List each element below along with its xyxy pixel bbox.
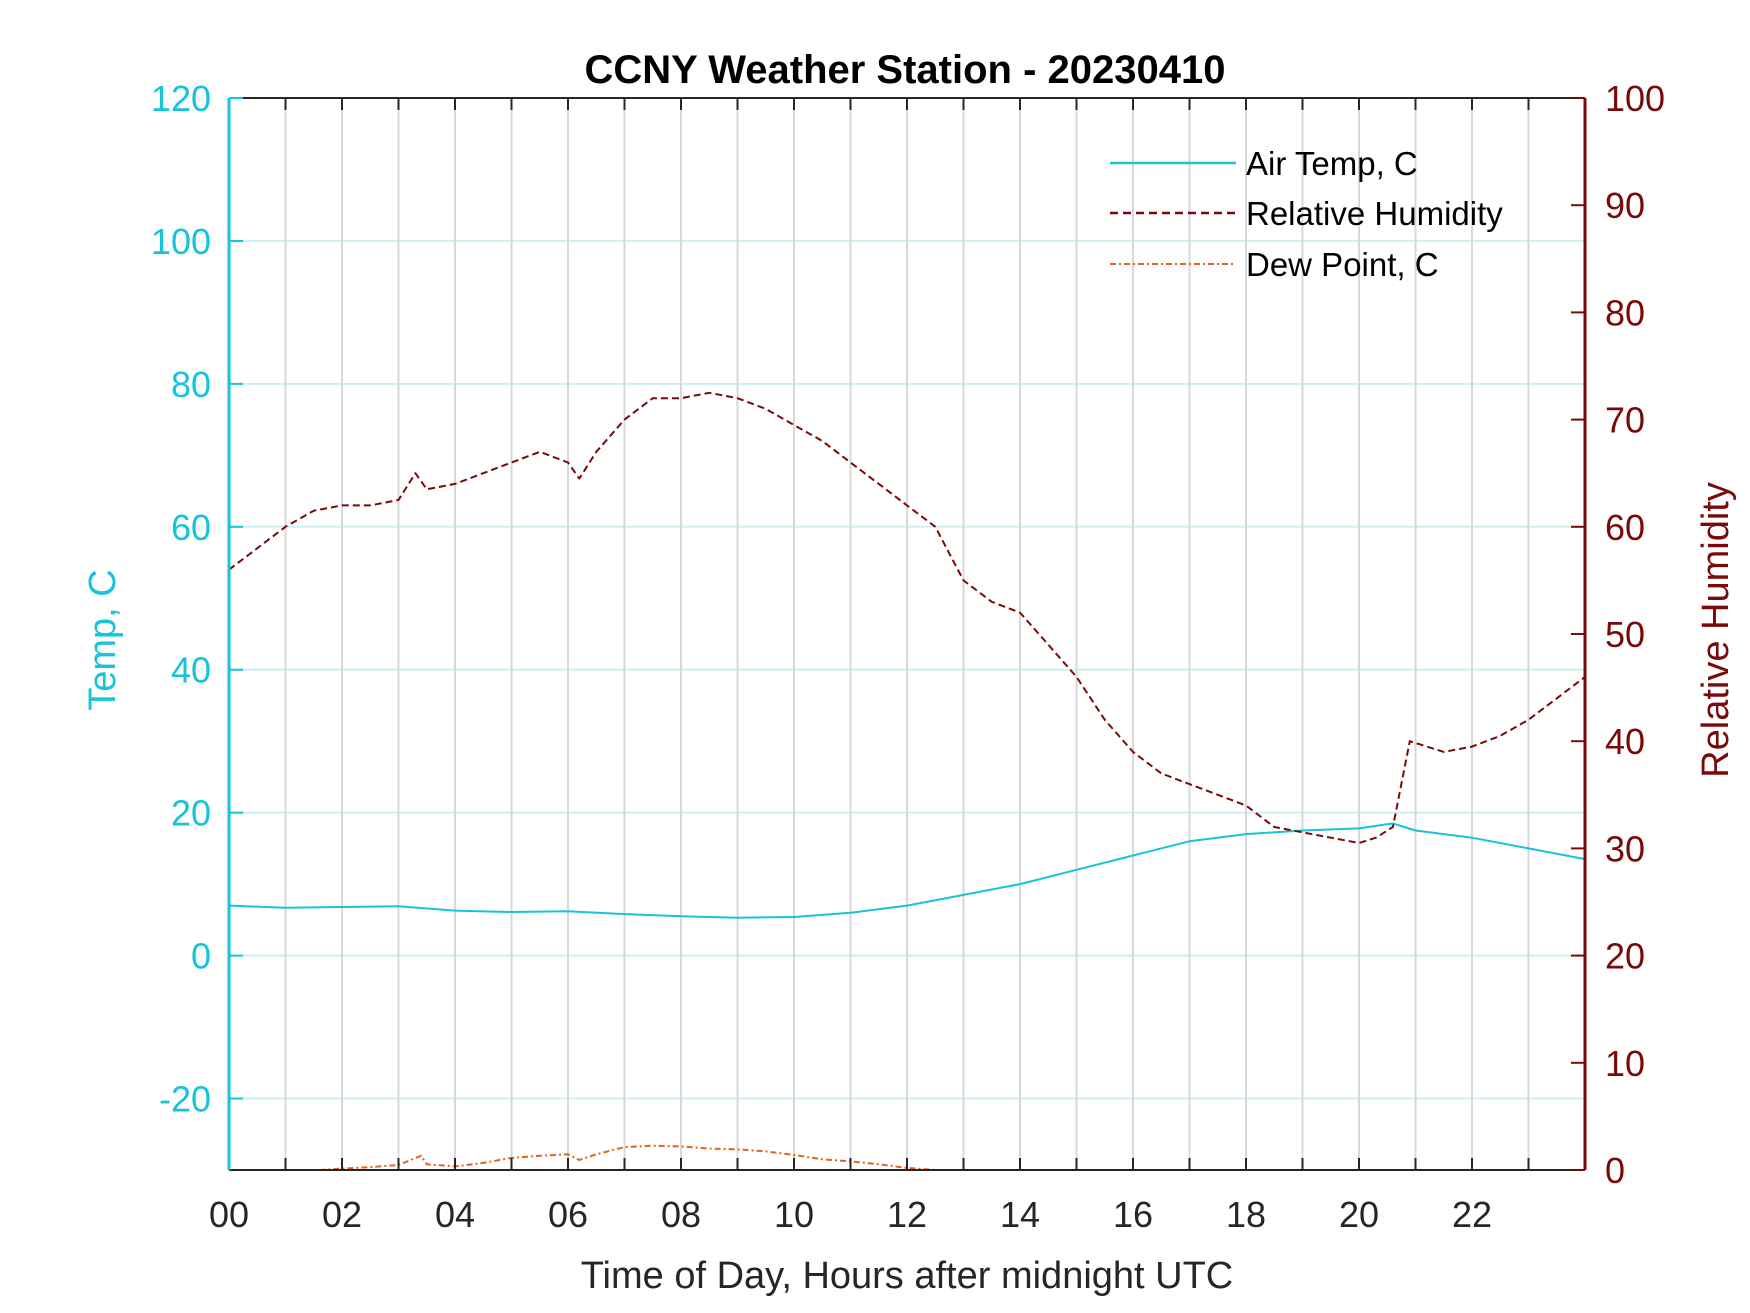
x-tick-label: 04 [435, 1194, 475, 1235]
y-right-tick-label: 20 [1605, 936, 1645, 977]
y-left-tick-label: 60 [171, 507, 211, 548]
y-left-tick-label: 20 [171, 793, 211, 834]
y-right-tick-label: 30 [1605, 828, 1645, 869]
x-tick-label: 14 [1000, 1194, 1040, 1235]
series-line-relative-humidity [228, 391, 1586, 844]
x-tick-label: 00 [209, 1194, 249, 1235]
y-left-tick-label: 100 [151, 221, 211, 262]
series-line-dew-point-c [319, 1144, 936, 1171]
y-right-tick-label: 10 [1605, 1043, 1645, 1084]
y-right-tick-label: 0 [1605, 1150, 1625, 1191]
x-tick-label: 06 [548, 1194, 588, 1235]
y-right-tick-label: 40 [1605, 721, 1645, 762]
legend-label-dew-point: Dew Point, C [1246, 246, 1439, 283]
x-tick-label: 18 [1226, 1194, 1266, 1235]
x-tick-label: 10 [774, 1194, 814, 1235]
x-tick-label: 22 [1452, 1194, 1492, 1235]
series-line-air-temp-c [228, 822, 1586, 919]
y-right-tick-label: 60 [1605, 507, 1645, 548]
y-left-tick-label: 40 [171, 650, 211, 691]
x-tick-label: 20 [1339, 1194, 1379, 1235]
y-left-tick-label: 120 [151, 78, 211, 119]
y-left-tick-label: 0 [191, 936, 211, 977]
y-axis-right-label: Relative Humidity [1695, 482, 1737, 778]
x-tick-label: 08 [661, 1194, 701, 1235]
x-tick-label: 02 [322, 1194, 362, 1235]
grid [229, 97, 1585, 1170]
axes: 00 02 04 06 08 10 12 14 16 18 20 22-200204060801001… [151, 78, 1665, 1235]
series-layer [228, 391, 1586, 1171]
y-left-tick-label: -20 [159, 1079, 211, 1120]
chart-title: CCNY Weather Station - 20230410 [585, 48, 1226, 92]
y-right-tick-label: 80 [1605, 292, 1645, 333]
x-tick-label: 12 [887, 1194, 927, 1235]
y-right-tick-label: 90 [1605, 185, 1645, 226]
legend: Air Temp, C Relative Humidity Dew Point,… [1110, 145, 1503, 283]
y-left-tick-label: 80 [171, 364, 211, 405]
y-right-tick-label: 100 [1605, 78, 1665, 119]
y-right-tick-label: 70 [1605, 400, 1645, 441]
y-right-tick-label: 50 [1605, 614, 1645, 655]
x-axis-label: Time of Day, Hours after midnight UTC [581, 1255, 1234, 1297]
legend-label-relative-humidity: Relative Humidity [1246, 195, 1503, 232]
x-tick-label: 16 [1113, 1194, 1153, 1235]
y-axis-left-label: Temp, C [82, 569, 124, 710]
legend-label-air-temp: Air Temp, C [1246, 145, 1418, 182]
